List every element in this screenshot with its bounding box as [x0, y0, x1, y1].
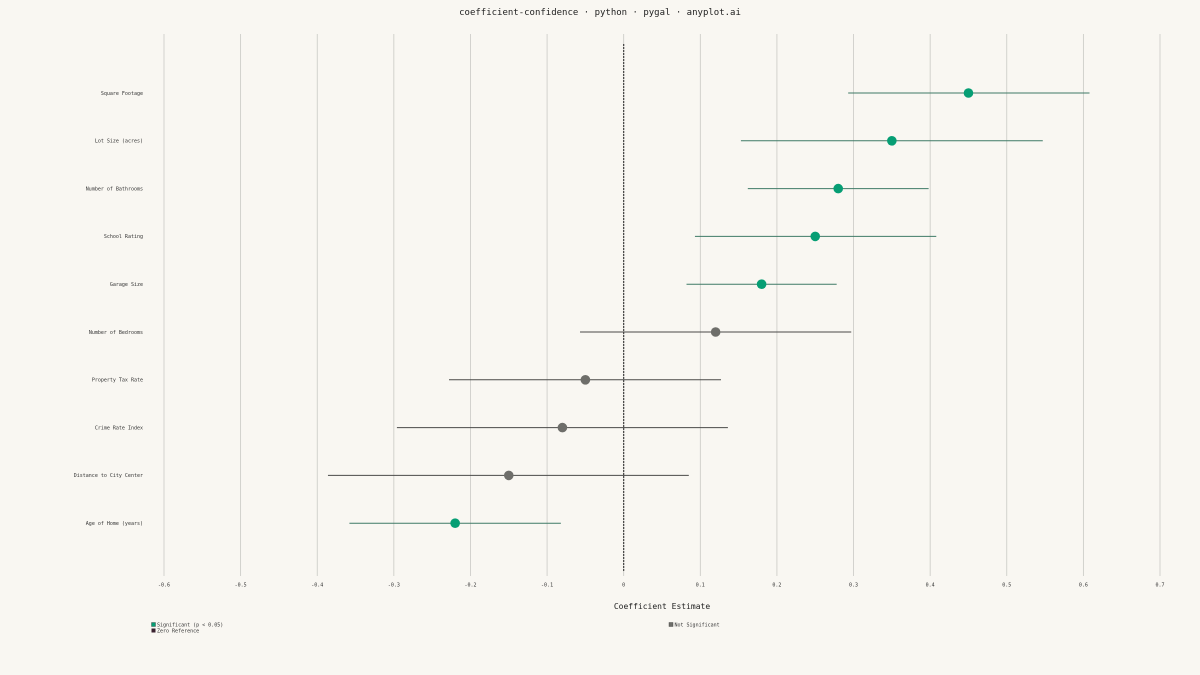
x-tick-label: 0.7: [1155, 583, 1164, 589]
coefficient-point[interactable]: [756, 279, 767, 290]
legend-label-zero-reference: Zero Reference: [157, 629, 199, 635]
x-axis-label: Coefficient Estimate: [614, 602, 711, 611]
category-label: Number of Bedrooms: [89, 330, 143, 336]
x-tick-label: 0.4: [926, 583, 935, 589]
legend-item-significant[interactable]: Significant (p < 0.05): [151, 622, 224, 629]
x-tick-label: 0.5: [1002, 583, 1011, 589]
category-label: Garage Size: [110, 282, 143, 288]
x-tick-label: 0.1: [696, 583, 705, 589]
legend-item-not-significant[interactable]: Not Significant: [668, 622, 720, 629]
coefficient-point[interactable]: [557, 422, 568, 433]
legend: Significant (p < 0.05) Zero Reference No…: [151, 622, 720, 635]
coefficient-point[interactable]: [810, 231, 821, 242]
x-tick-labels: -0.6 -0.5 -0.4 -0.3 -0.2 -0.1 0 0.1 0.2 0.3 0.4 0.5…: [158, 583, 1165, 589]
coefficient-point[interactable]: [887, 136, 897, 146]
category-label: Square Footage: [101, 91, 143, 97]
category-label: Lot Size (acres): [95, 139, 143, 145]
coefficient-point[interactable]: [450, 518, 460, 528]
category-label: Number of Bathrooms: [86, 186, 143, 192]
category-label: Distance to City Center: [74, 473, 143, 479]
coefficient-point[interactable]: [963, 88, 974, 98]
confidence-intervals: [327, 92, 1090, 524]
legend-item-zero-reference[interactable]: Zero Reference: [151, 628, 200, 635]
x-tick-label: -0.6: [158, 583, 170, 589]
coefficient-point[interactable]: [710, 327, 721, 337]
coefficient-point[interactable]: [833, 183, 844, 194]
x-tick-label: -0.4: [311, 583, 323, 589]
category-label: Age of Home (years): [86, 521, 143, 527]
category-label: Crime Rate Index: [95, 425, 143, 431]
category-label: Property Tax Rate: [92, 378, 143, 384]
legend-label-not-significant: Not Significant: [675, 623, 720, 629]
coefficient-points: [450, 88, 974, 528]
x-tick-label: -0.1: [541, 583, 553, 589]
grid-lines: [163, 34, 1161, 576]
category-label: School Rating: [104, 234, 143, 240]
legend-label-significant: Significant (p < 0.05): [157, 623, 223, 629]
x-tick-label: 0: [622, 583, 625, 589]
x-tick-label: -0.2: [464, 583, 476, 589]
x-tick-label: 0.2: [772, 583, 781, 589]
x-tick-label: -0.3: [388, 583, 400, 589]
legend-swatch-significant: [151, 622, 156, 627]
legend-swatch-zero-reference: [151, 628, 156, 633]
category-labels: Square Footage Lot Size (acres) Number of …: [74, 91, 143, 527]
coefficient-point[interactable]: [503, 470, 514, 481]
coefficient-point[interactable]: [580, 375, 591, 385]
legend-swatch-not-significant: [668, 622, 674, 627]
x-tick-label: -0.5: [235, 583, 247, 589]
x-tick-label: 0.6: [1079, 583, 1088, 589]
chart-title: coefficient-confidence · python · pygal …: [459, 8, 741, 18]
x-tick-label: 0.3: [849, 583, 858, 589]
